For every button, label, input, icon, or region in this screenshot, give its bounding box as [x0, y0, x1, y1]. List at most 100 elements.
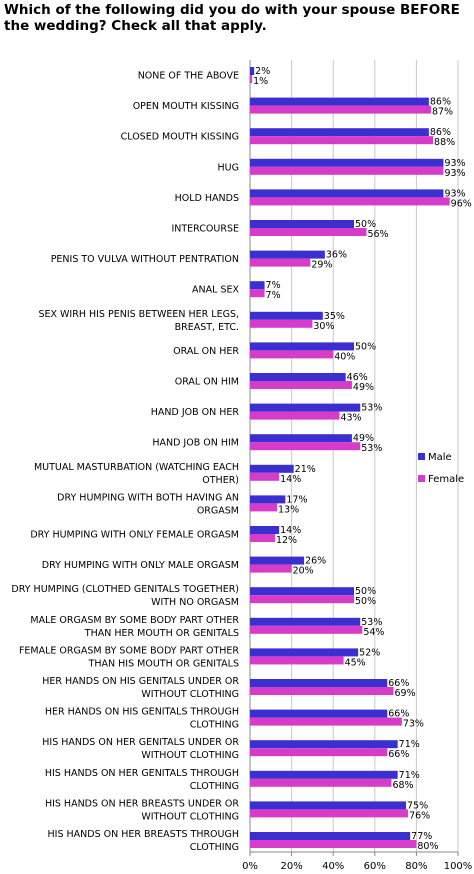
bar-female: [250, 258, 311, 267]
bar-male: [250, 464, 294, 473]
category-label: ORGASM: [197, 505, 239, 516]
bar-male: [250, 311, 323, 320]
category-label: WITHOUT CLOTHING: [141, 689, 239, 700]
value-label-female: 29%: [311, 260, 332, 271]
x-tick-label: 100%: [444, 861, 473, 872]
value-label-female: 54%: [363, 627, 384, 638]
category-label: HAND JOB ON HER: [151, 407, 240, 418]
value-label-female: 43%: [340, 413, 361, 424]
value-label-male: 86%: [430, 127, 451, 138]
category-label: WITH NO ORGASM: [151, 597, 239, 608]
x-tick-label: 40%: [322, 861, 344, 872]
bar-male: [250, 67, 255, 75]
bar-female: [250, 748, 388, 757]
category-label: INTERCOURSE: [171, 224, 239, 235]
legend-swatch: [418, 453, 425, 460]
bar-female: [250, 595, 354, 604]
chart-title: Which of the following did you do with y…: [4, 2, 460, 34]
bar-male: [250, 740, 398, 749]
value-label-male: 21%: [295, 464, 316, 475]
category-label: HUG: [218, 162, 239, 173]
value-label-male: 71%: [399, 739, 420, 750]
value-label-female: 1%: [253, 76, 268, 87]
value-label-female: 53%: [361, 443, 382, 454]
legend-label: Female: [428, 474, 464, 485]
value-label-female: 13%: [278, 504, 299, 515]
value-label-male: 66%: [388, 709, 409, 720]
bar-male: [250, 556, 305, 565]
category-label: HIS HANDS ON HER GENITALS UNDER OR: [42, 737, 239, 748]
value-label-male: 17%: [286, 494, 307, 505]
category-label: ORAL ON HER: [173, 346, 239, 357]
bar-male: [250, 709, 388, 718]
bar-male: [250, 679, 388, 687]
bar-male: [250, 403, 361, 412]
bar-male: [250, 373, 346, 381]
value-label-female: 93%: [444, 168, 465, 179]
value-label-female: 68%: [392, 780, 413, 791]
category-label: MALE ORGASM BY SOME BODY PART OTHER: [30, 615, 239, 626]
bar-female: [250, 442, 361, 451]
value-label-female: 14%: [280, 474, 301, 485]
value-label-male: 66%: [388, 678, 409, 689]
category-label: CLOSED MOUTH KISSING: [121, 132, 239, 143]
category-label: HIS HANDS ON HER BREASTS THROUGH: [48, 829, 239, 840]
bar-female: [250, 136, 434, 145]
category-label: DRY HUMPING (CLOTHED GENITALS TOGETHER): [11, 584, 239, 595]
category-label: BREAST, ETC.: [175, 322, 239, 333]
value-label-male: 14%: [280, 525, 301, 536]
x-tick-label: 20%: [280, 861, 302, 872]
bar-male: [250, 220, 354, 228]
category-label: THAN HER MOUTH OR GENITALS: [84, 628, 239, 639]
x-tick-label: 80%: [405, 861, 427, 872]
value-label-male: 2%: [255, 66, 270, 77]
value-label-male: 50%: [355, 219, 376, 230]
bar-female: [250, 564, 292, 573]
bar-female: [250, 75, 253, 83]
category-label: PENIS TO VULVA WITHOUT PENTRATION: [51, 254, 239, 265]
value-label-female: 49%: [353, 382, 374, 393]
category-label: NONE OF THE ABOVE: [138, 71, 239, 82]
value-label-male: 52%: [359, 647, 380, 658]
value-label-female: 76%: [409, 810, 430, 821]
value-label-female: 7%: [266, 290, 281, 301]
value-label-female: 69%: [395, 688, 416, 699]
bar-female: [250, 228, 367, 236]
category-label: ANAL SEX: [192, 285, 239, 296]
value-label-male: 75%: [407, 800, 428, 811]
bar-female: [250, 809, 409, 818]
category-label: HER HANDS ON HIS GENITALS THROUGH: [45, 707, 239, 718]
bar-female: [250, 656, 344, 665]
bar-male: [250, 434, 352, 443]
bar-female: [250, 778, 392, 787]
category-label: DRY HUMPING WITH ONLY MALE ORGASM: [42, 560, 239, 571]
category-label: SEX WIRH HIS PENIS BETWEEN HER LEGS,: [38, 309, 239, 320]
value-label-male: 53%: [361, 617, 382, 628]
value-label-male: 53%: [361, 403, 382, 414]
value-label-male: 93%: [444, 158, 465, 169]
category-label: DRY HUMPING WITH BOTH HAVING AN: [57, 492, 239, 503]
category-label: OPEN MOUTH KISSING: [133, 101, 239, 112]
bar-female: [250, 166, 444, 175]
category-label: HIS HANDS ON HER BREASTS UNDER OR: [45, 798, 239, 809]
value-label-male: 49%: [353, 433, 374, 444]
x-tick-label: 0%: [242, 861, 258, 872]
category-label: WITHOUT CLOTHING: [141, 811, 239, 822]
category-label: WITHOUT CLOTHING: [141, 750, 239, 761]
bar-male: [250, 250, 325, 259]
bar-male: [250, 342, 354, 351]
category-label: HIS HANDS ON HER GENITALS THROUGH: [45, 768, 239, 779]
bar-male: [250, 617, 361, 626]
value-label-male: 7%: [266, 280, 281, 291]
value-label-male: 86%: [430, 97, 451, 108]
category-label: CLOTHING: [190, 842, 239, 853]
legend-swatch: [418, 475, 425, 482]
value-label-male: 35%: [324, 311, 345, 322]
category-label: FEMALE ORGASM BY SOME BODY PART OTHER: [19, 645, 239, 656]
value-label-male: 93%: [444, 188, 465, 199]
value-label-female: 45%: [345, 657, 366, 668]
bar-female: [250, 534, 275, 542]
category-label: CLOTHING: [190, 781, 239, 792]
bar-female: [250, 472, 280, 481]
bar-male: [250, 158, 444, 167]
